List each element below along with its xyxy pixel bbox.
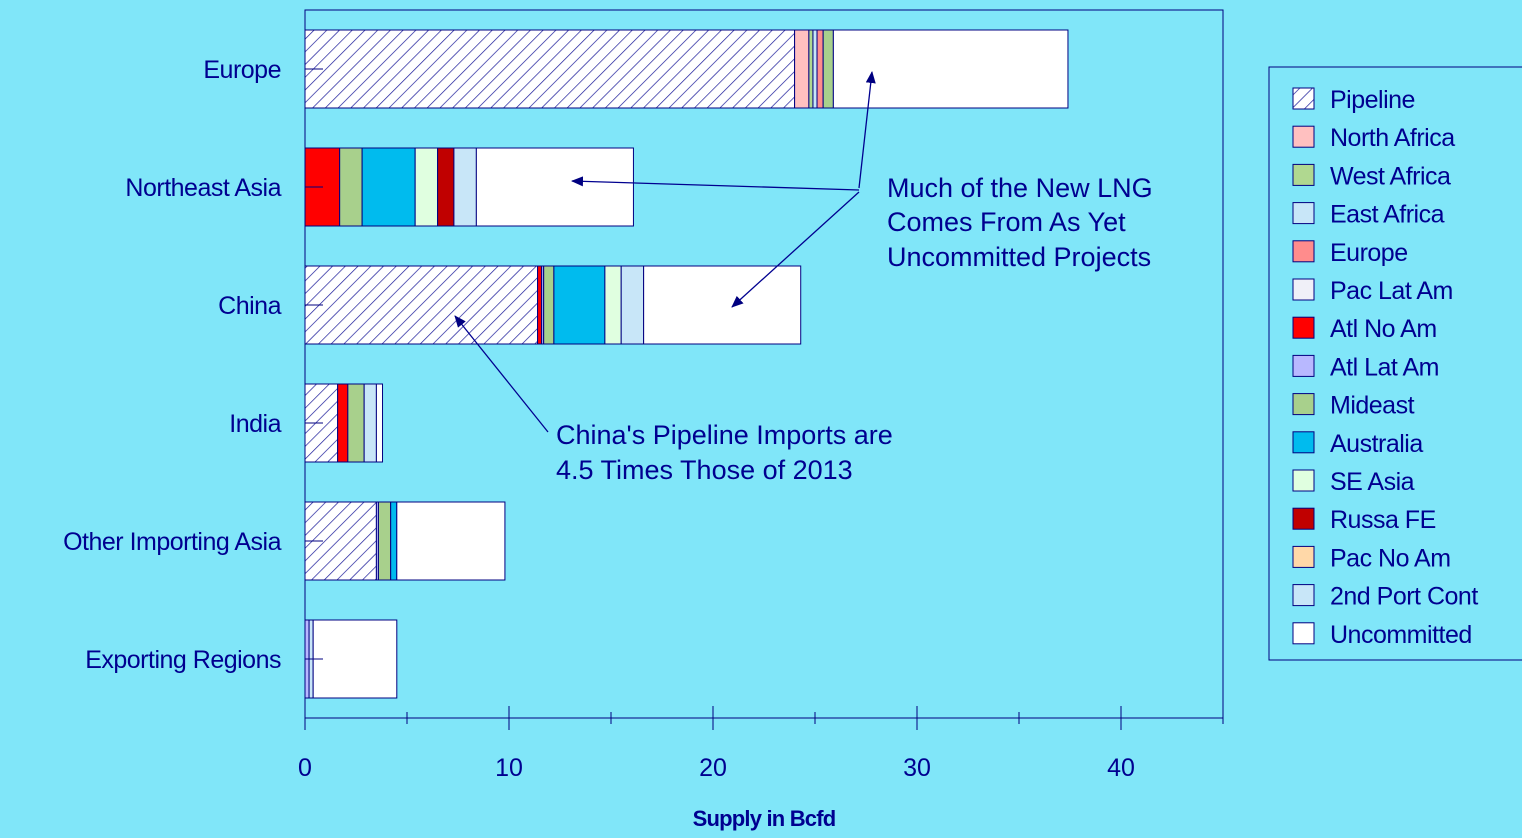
legend-label-north-africa: North Africa (1330, 124, 1455, 152)
legend-label-atl-lat-am: Atl Lat Am (1330, 353, 1439, 381)
plot-area (304, 9, 1224, 719)
legend-box (1268, 66, 1522, 661)
bar-europe-east-africa (812, 29, 818, 109)
bar-india-atl-no-am (337, 383, 349, 463)
bar-china-atl-no-am (537, 265, 543, 345)
legend-swatch-europe (1292, 240, 1315, 263)
annotation-lng-line-1: Much of the New LNG (887, 173, 1153, 203)
bar-exporting-regions-uncommitted (312, 619, 398, 699)
annotation-china-line-1: China's Pipeline Imports are (556, 420, 893, 450)
bar-northeast-asia-australia (361, 147, 416, 227)
x-tick-label: 0 (298, 754, 312, 782)
bar-europe-europe (816, 29, 824, 109)
legend-label-atl-no-am: Atl No Am (1330, 315, 1437, 343)
category-label-india: India (229, 410, 281, 438)
category-label-northeast-asia: Northeast Asia (125, 174, 281, 202)
legend-swatch-atl-no-am (1292, 316, 1315, 339)
legend-swatch-east-africa (1292, 202, 1315, 225)
legend-swatch-north-africa (1292, 125, 1315, 148)
annotation-lng-line-3: Uncommitted Projects (887, 242, 1151, 272)
legend-swatch-west-africa (1292, 163, 1315, 186)
bar-northeast-asia-2nd-port-cont (453, 147, 477, 227)
bar-northeast-asia-se-asia (414, 147, 439, 227)
legend-swatch-australia (1292, 431, 1315, 454)
legend-swatch-pac-lat-am (1292, 278, 1315, 301)
category-label-europe: Europe (203, 56, 281, 84)
bar-china-uncommitted (643, 265, 802, 345)
category-label-other-importing-asia: Other Importing Asia (63, 528, 281, 556)
legend-swatch-uncommitted (1292, 622, 1315, 645)
annotation-lng-line-2: Comes From As Yet (887, 207, 1126, 237)
legend-items: Pipeline North Africa West Africa East Afri… (1292, 86, 1479, 649)
legend-label-mideast: Mideast (1330, 392, 1415, 420)
legend-label-uncommitted: Uncommitted (1330, 621, 1472, 649)
legend-swatch-mideast (1292, 393, 1315, 416)
bar-other-importing-asia-australia (390, 501, 398, 581)
x-tick-label: 40 (1107, 754, 1135, 782)
bar-china-pipeline (304, 265, 539, 345)
annotation-china-arrow (454, 315, 549, 433)
legend-label-pac-no-am: Pac No Am (1330, 544, 1451, 572)
bar-other-importing-asia-mideast (377, 501, 392, 581)
legend-label-pac-lat-am: Pac Lat Am (1330, 277, 1453, 305)
legend-label-pipeline: Pipeline (1330, 86, 1415, 114)
legend-label-se-asia: SE Asia (1330, 468, 1415, 496)
legend-label-australia: Australia (1330, 430, 1423, 458)
legend: Pipeline North Africa West Africa East Afri… (1268, 66, 1522, 661)
legend-label-russa-fe: Russa FE (1330, 506, 1436, 534)
x-tick-label: 10 (495, 754, 523, 782)
bar-other-importing-asia-uncommitted (396, 501, 506, 581)
x-axis-title: Supply in Bcfd (693, 806, 836, 831)
bar-china-2nd-port-cont (620, 265, 645, 345)
legend-label-europe: Europe (1330, 239, 1408, 267)
legend-swatch-pipeline (1292, 87, 1315, 110)
legend-swatch-russa-fe (1292, 507, 1315, 530)
legend-label-2nd-port-cont: 2nd Port Cont (1330, 583, 1478, 611)
bars-layer (304, 29, 1069, 699)
category-label-china: China (218, 292, 281, 320)
x-tick-label: 30 (903, 754, 931, 782)
bar-northeast-asia-mideast (339, 147, 363, 227)
annotation-lng: Much of the New LNG Comes From As Yet Un… (571, 71, 1153, 308)
annotation-lng-arrow-northeast-asia (571, 176, 860, 191)
annotation-china-line-2: 4.5 Times Those of 2013 (556, 455, 853, 485)
category-labels: Europe Northeast Asia China India Other Impo… (63, 56, 282, 674)
bar-china-se-asia (604, 265, 622, 345)
legend-swatch-2nd-port-cont (1292, 584, 1315, 607)
category-label-exporting-regions: Exporting Regions (85, 646, 281, 674)
annotation-lng-arrow-europe (858, 71, 876, 189)
bar-northeast-asia-uncommitted (475, 147, 634, 227)
legend-label-east-africa: East Africa (1330, 201, 1445, 229)
bar-india-uncommitted (375, 383, 384, 463)
bar-india-2nd-port-cont (363, 383, 377, 463)
bar-europe-pipeline (304, 29, 796, 109)
x-tick-label: 20 (699, 754, 727, 782)
bar-china-australia (553, 265, 606, 345)
bar-northeast-asia-russa-fe (437, 147, 455, 227)
annotation-china-pipeline: China's Pipeline Imports are 4.5 Times T… (454, 315, 893, 485)
bar-china-mideast (543, 265, 555, 345)
bar-india-mideast (347, 383, 365, 463)
annotation-lng-arrow-china (731, 191, 860, 308)
x-axis: 0 10 20 30 40 (298, 706, 1224, 782)
bar-europe-west-africa (808, 29, 814, 109)
legend-swatch-atl-lat-am (1292, 354, 1315, 377)
bar-europe-uncommitted (832, 29, 1069, 109)
legend-swatch-pac-no-am (1292, 545, 1315, 568)
legend-swatch-se-asia (1292, 469, 1315, 492)
legend-label-west-africa: West Africa (1330, 162, 1451, 190)
bar-europe-mideast (822, 29, 834, 109)
bar-europe-north-africa (794, 29, 810, 109)
